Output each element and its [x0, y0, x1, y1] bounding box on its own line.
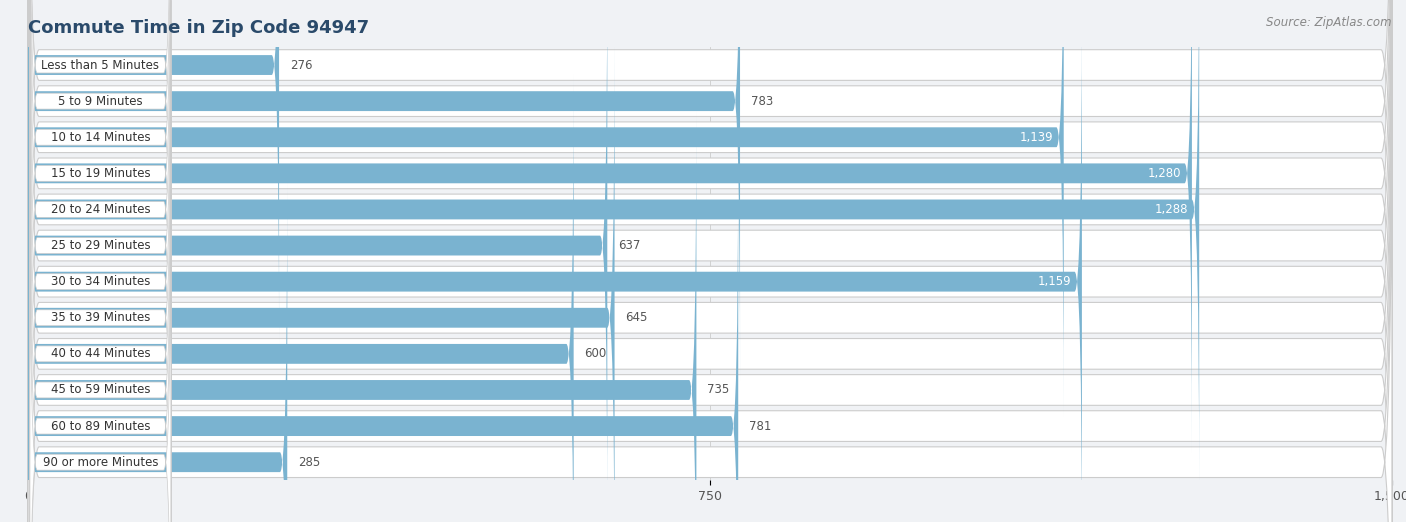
Text: 781: 781 — [749, 420, 772, 433]
Text: 637: 637 — [619, 239, 641, 252]
Text: 783: 783 — [751, 94, 773, 108]
FancyBboxPatch shape — [28, 39, 614, 522]
Text: 645: 645 — [626, 311, 648, 324]
FancyBboxPatch shape — [28, 0, 1192, 452]
FancyBboxPatch shape — [28, 0, 1199, 489]
FancyBboxPatch shape — [28, 0, 1392, 483]
Text: 10 to 14 Minutes: 10 to 14 Minutes — [51, 130, 150, 144]
FancyBboxPatch shape — [28, 44, 1392, 522]
Text: 90 or more Minutes: 90 or more Minutes — [42, 456, 157, 469]
FancyBboxPatch shape — [28, 111, 696, 522]
FancyBboxPatch shape — [28, 183, 287, 522]
FancyBboxPatch shape — [30, 37, 172, 522]
FancyBboxPatch shape — [28, 0, 607, 522]
FancyBboxPatch shape — [28, 0, 278, 344]
FancyBboxPatch shape — [30, 0, 172, 382]
FancyBboxPatch shape — [30, 1, 172, 522]
FancyBboxPatch shape — [28, 0, 1392, 522]
FancyBboxPatch shape — [28, 0, 1392, 522]
Text: 285: 285 — [298, 456, 321, 469]
FancyBboxPatch shape — [30, 145, 172, 522]
FancyBboxPatch shape — [30, 0, 172, 418]
FancyBboxPatch shape — [28, 0, 1064, 416]
FancyBboxPatch shape — [28, 0, 1392, 522]
Text: 1,280: 1,280 — [1147, 167, 1181, 180]
Text: 600: 600 — [585, 347, 607, 360]
Text: 45 to 59 Minutes: 45 to 59 Minutes — [51, 384, 150, 397]
Text: 1,139: 1,139 — [1019, 130, 1053, 144]
Text: 40 to 44 Minutes: 40 to 44 Minutes — [51, 347, 150, 360]
Text: 1,159: 1,159 — [1038, 275, 1071, 288]
Text: Commute Time in Zip Code 94947: Commute Time in Zip Code 94947 — [28, 19, 370, 37]
Text: 35 to 39 Minutes: 35 to 39 Minutes — [51, 311, 150, 324]
FancyBboxPatch shape — [28, 0, 1392, 522]
Text: 1,288: 1,288 — [1154, 203, 1188, 216]
FancyBboxPatch shape — [28, 75, 574, 522]
Text: 276: 276 — [290, 58, 312, 72]
FancyBboxPatch shape — [28, 0, 1392, 522]
FancyBboxPatch shape — [28, 0, 1392, 522]
FancyBboxPatch shape — [28, 0, 1392, 522]
Text: 735: 735 — [707, 384, 730, 397]
FancyBboxPatch shape — [30, 109, 172, 522]
FancyBboxPatch shape — [28, 0, 740, 380]
FancyBboxPatch shape — [30, 0, 172, 346]
FancyBboxPatch shape — [28, 147, 738, 522]
FancyBboxPatch shape — [28, 8, 1392, 522]
FancyBboxPatch shape — [30, 73, 172, 522]
FancyBboxPatch shape — [30, 181, 172, 522]
Text: 15 to 19 Minutes: 15 to 19 Minutes — [51, 167, 150, 180]
FancyBboxPatch shape — [28, 0, 1392, 519]
FancyBboxPatch shape — [30, 0, 172, 454]
Text: 20 to 24 Minutes: 20 to 24 Minutes — [51, 203, 150, 216]
Text: 30 to 34 Minutes: 30 to 34 Minutes — [51, 275, 150, 288]
Text: Less than 5 Minutes: Less than 5 Minutes — [41, 58, 159, 72]
FancyBboxPatch shape — [28, 0, 1392, 522]
Text: 60 to 89 Minutes: 60 to 89 Minutes — [51, 420, 150, 433]
Text: 25 to 29 Minutes: 25 to 29 Minutes — [51, 239, 150, 252]
FancyBboxPatch shape — [28, 3, 1081, 522]
Text: 5 to 9 Minutes: 5 to 9 Minutes — [58, 94, 143, 108]
FancyBboxPatch shape — [30, 0, 172, 522]
Text: Source: ZipAtlas.com: Source: ZipAtlas.com — [1267, 16, 1392, 29]
FancyBboxPatch shape — [30, 0, 172, 490]
